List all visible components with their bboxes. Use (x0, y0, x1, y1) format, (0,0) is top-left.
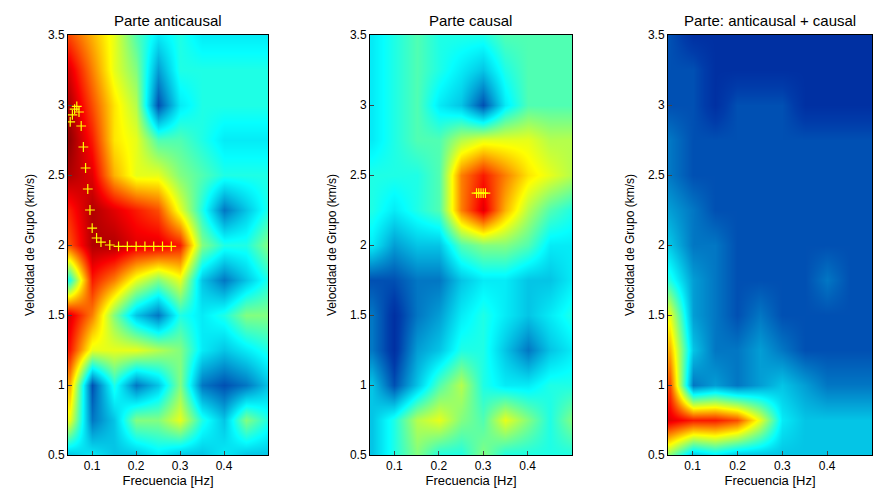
svg-text:Frecuencia [Hz]: Frecuencia [Hz] (724, 473, 815, 488)
svg-text:3.5: 3.5 (648, 28, 665, 42)
svg-text:2: 2 (360, 238, 367, 252)
svg-text:0.1: 0.1 (84, 459, 101, 473)
svg-text:2: 2 (58, 238, 65, 252)
svg-text:0.4: 0.4 (216, 459, 233, 473)
svg-text:0.5: 0.5 (48, 448, 65, 462)
svg-text:0.3: 0.3 (475, 459, 492, 473)
svg-text:3: 3 (58, 98, 65, 112)
svg-text:3: 3 (360, 98, 367, 112)
svg-text:Parte anticausal: Parte anticausal (114, 12, 222, 29)
svg-text:0.3: 0.3 (774, 459, 791, 473)
svg-text:Parte: anticausal + causal: Parte: anticausal + causal (684, 12, 856, 29)
svg-text:Velocidad de Grupo (km/s): Velocidad de Grupo (km/s) (23, 174, 37, 316)
svg-text:0.2: 0.2 (128, 459, 145, 473)
svg-text:2.5: 2.5 (350, 168, 367, 182)
svg-text:0.2: 0.2 (430, 459, 447, 473)
svg-text:3: 3 (658, 98, 665, 112)
svg-text:3.5: 3.5 (48, 28, 65, 42)
svg-text:1: 1 (360, 378, 367, 392)
svg-text:1.5: 1.5 (648, 308, 665, 322)
svg-text:0.1: 0.1 (386, 459, 403, 473)
svg-text:0.4: 0.4 (819, 459, 836, 473)
svg-text:0.2: 0.2 (729, 459, 746, 473)
svg-text:1: 1 (58, 378, 65, 392)
svg-text:0.4: 0.4 (519, 459, 536, 473)
svg-text:1: 1 (658, 378, 665, 392)
svg-text:2: 2 (658, 238, 665, 252)
svg-text:2.5: 2.5 (48, 168, 65, 182)
svg-text:Frecuencia [Hz]: Frecuencia [Hz] (425, 473, 516, 488)
svg-text:2.5: 2.5 (648, 168, 665, 182)
svg-text:0.1: 0.1 (684, 459, 701, 473)
svg-text:1.5: 1.5 (350, 308, 367, 322)
svg-text:Frecuencia [Hz]: Frecuencia [Hz] (122, 473, 213, 488)
svg-text:Velocidad de Grupo (km/s): Velocidad de Grupo (km/s) (325, 174, 339, 316)
svg-text:Velocidad de Grupo (km/s): Velocidad de Grupo (km/s) (623, 174, 637, 316)
svg-text:0.3: 0.3 (172, 459, 189, 473)
svg-text:1.5: 1.5 (48, 308, 65, 322)
svg-text:0.5: 0.5 (350, 448, 367, 462)
svg-text:Parte causal: Parte causal (429, 12, 512, 29)
svg-text:3.5: 3.5 (350, 28, 367, 42)
svg-text:0.5: 0.5 (648, 448, 665, 462)
